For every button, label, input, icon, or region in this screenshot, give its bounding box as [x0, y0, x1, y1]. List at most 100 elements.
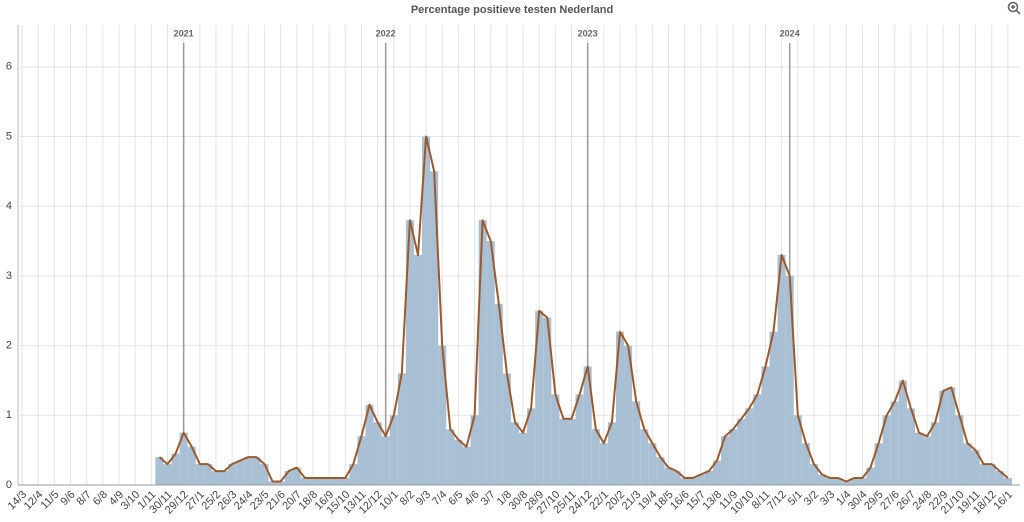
bar [753, 394, 762, 485]
bar [979, 464, 988, 485]
bar [729, 429, 738, 485]
bar [793, 415, 802, 485]
bar [397, 373, 406, 485]
bar [947, 387, 956, 485]
bar [502, 373, 511, 485]
zoom-lens[interactable] [1007, 1, 1019, 13]
bar [413, 255, 423, 485]
bar [801, 443, 810, 485]
bar [252, 457, 261, 485]
bar [583, 366, 592, 485]
bar [535, 310, 544, 485]
y-tick-label: 4 [6, 200, 12, 212]
bar [696, 474, 705, 485]
bar [308, 478, 317, 485]
bar [963, 443, 972, 485]
trend-line [158, 135, 1009, 483]
bar [228, 464, 237, 485]
year-marker-label: 2021 [174, 28, 194, 38]
bar [712, 460, 722, 485]
y-tick-label: 3 [6, 270, 12, 282]
bar [955, 415, 964, 485]
bar [171, 453, 180, 485]
bar [664, 467, 673, 485]
bar [349, 464, 358, 485]
y-tick-label: 6 [6, 61, 12, 73]
bar [640, 429, 649, 485]
bar [478, 220, 487, 485]
bar [842, 481, 851, 485]
bar [931, 422, 940, 485]
bar [454, 439, 463, 485]
x-tick-label: 16/1 [991, 489, 1015, 513]
bar [704, 471, 713, 485]
bar [737, 418, 746, 485]
bar [971, 450, 980, 485]
bar [470, 415, 479, 485]
y-tick-label: 1 [6, 409, 12, 421]
bar [906, 408, 915, 485]
bar [527, 408, 536, 485]
bar [648, 443, 657, 485]
bar [817, 474, 827, 485]
bar [761, 366, 770, 485]
bar [316, 478, 326, 485]
bar [785, 275, 794, 485]
bar [874, 443, 883, 485]
bar [236, 460, 245, 485]
bar [422, 136, 431, 486]
bar [559, 418, 568, 485]
bar [809, 464, 818, 485]
bar [567, 418, 576, 485]
bar [325, 478, 334, 485]
bar [777, 255, 786, 485]
bar [688, 478, 697, 485]
bar [341, 478, 350, 485]
bar [446, 429, 455, 485]
bar [462, 446, 471, 485]
bar [656, 457, 665, 485]
bar [211, 471, 221, 485]
bar [939, 390, 948, 485]
bar [551, 394, 560, 485]
bar [890, 401, 899, 485]
x-tick-label: 7/12 [765, 489, 789, 513]
bar [866, 467, 875, 485]
zoom-handle[interactable] [1015, 9, 1021, 15]
bar [365, 404, 374, 485]
bar [333, 478, 342, 485]
bar [858, 478, 867, 485]
bar [923, 436, 932, 485]
bar [850, 478, 859, 485]
bar [826, 478, 835, 485]
bar [624, 345, 633, 485]
bar [898, 380, 907, 485]
year-marker-label: 2024 [780, 28, 800, 38]
bar [284, 471, 293, 485]
bar [438, 345, 447, 485]
bar [300, 478, 309, 485]
bar [203, 464, 212, 485]
bar [615, 331, 625, 485]
zoom-icon[interactable] [1007, 1, 1021, 15]
y-tick-label: 2 [6, 340, 12, 352]
bar [599, 443, 608, 485]
bar [519, 432, 528, 485]
bar [591, 429, 600, 485]
bar [155, 457, 164, 485]
bar [389, 415, 398, 485]
bar [163, 464, 172, 485]
bar [276, 481, 285, 485]
bar [575, 394, 584, 485]
chart-title: Percentage positieve testen Nederland [411, 4, 613, 16]
bar [987, 464, 996, 485]
year-marker-label: 2022 [376, 28, 396, 38]
bar [373, 422, 382, 485]
bar [745, 408, 754, 485]
bar [607, 422, 616, 485]
bar [680, 478, 689, 485]
bar [1003, 478, 1012, 485]
bar [179, 432, 188, 485]
bar [486, 241, 495, 485]
